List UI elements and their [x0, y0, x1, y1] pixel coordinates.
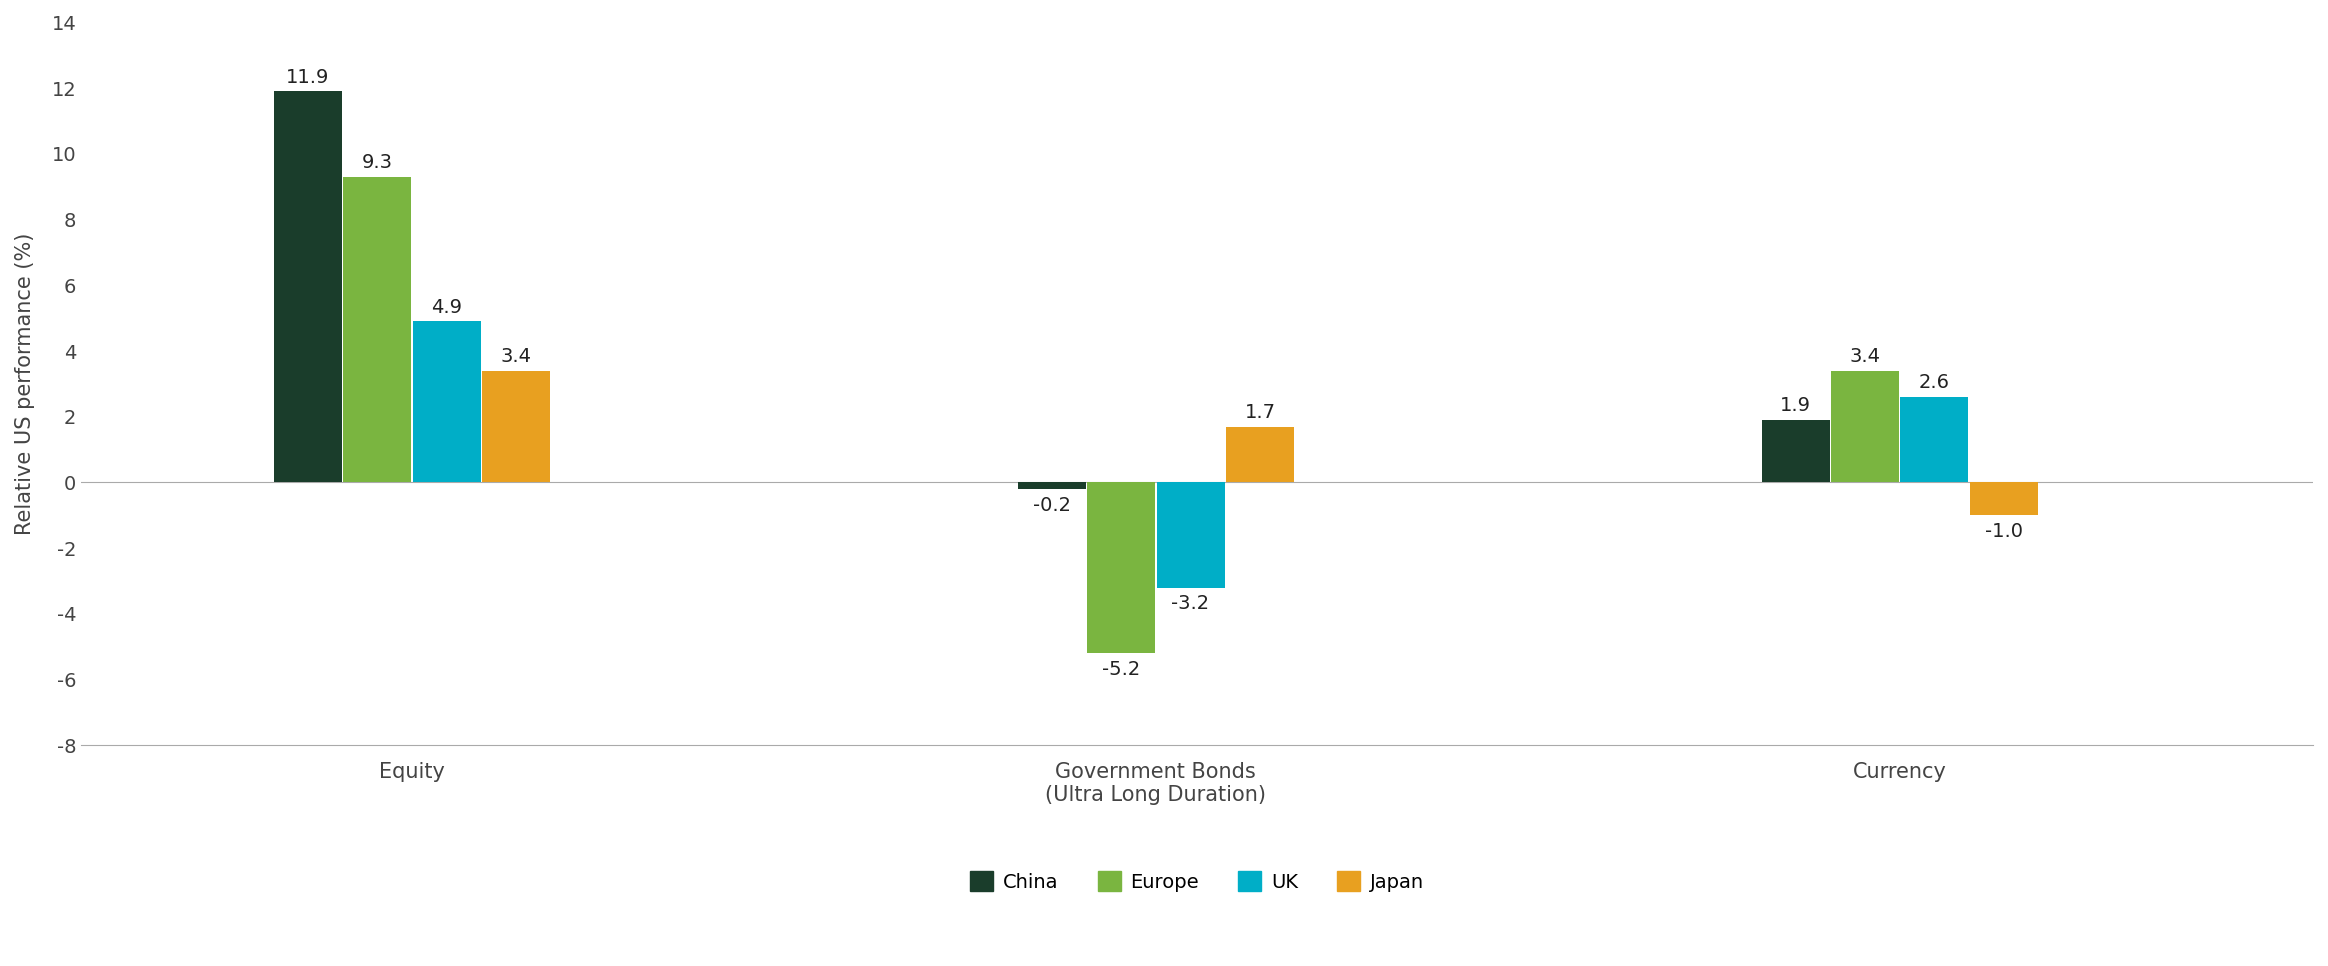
Bar [1969, 482, 2037, 515]
Text: 1.9: 1.9 [1781, 396, 1811, 415]
Bar [1832, 371, 1900, 482]
Bar [1900, 397, 1969, 482]
Bar [1087, 482, 1155, 653]
Text: -3.2: -3.2 [1171, 594, 1211, 613]
Text: 3.4: 3.4 [501, 347, 531, 366]
Text: -5.2: -5.2 [1101, 660, 1141, 679]
Text: 11.9: 11.9 [286, 68, 331, 87]
Text: 2.6: 2.6 [1918, 373, 1951, 392]
Bar [1227, 427, 1294, 482]
Text: 4.9: 4.9 [431, 298, 463, 317]
Text: 1.7: 1.7 [1245, 403, 1276, 422]
Bar [1157, 482, 1225, 587]
Bar [412, 322, 480, 482]
Bar [342, 177, 412, 482]
Text: 3.4: 3.4 [1848, 347, 1881, 366]
Text: -1.0: -1.0 [1986, 522, 2023, 541]
Bar [482, 371, 549, 482]
Bar [275, 92, 342, 482]
Bar [1017, 482, 1085, 489]
Text: -0.2: -0.2 [1034, 496, 1071, 515]
Y-axis label: Relative US performance (%): Relative US performance (%) [14, 233, 35, 535]
Text: 9.3: 9.3 [361, 153, 393, 172]
Legend: China, Europe, UK, Japan: China, Europe, UK, Japan [961, 864, 1432, 899]
Bar [1762, 420, 1830, 482]
